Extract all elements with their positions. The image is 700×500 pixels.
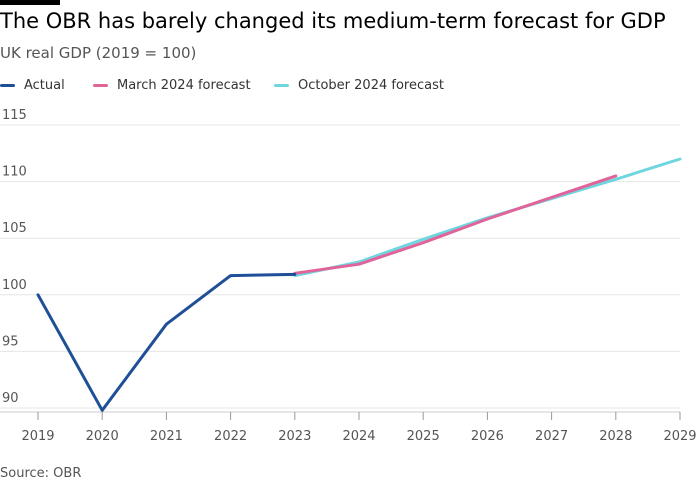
legend-swatch-october: [274, 84, 289, 87]
legend-swatch-actual: [0, 84, 15, 87]
x-tick-label: 2023: [278, 429, 311, 444]
legend-label-october: October 2024 forecast: [298, 78, 444, 93]
x-tick-label: 2022: [214, 429, 247, 444]
source-note: Source: OBR: [0, 466, 82, 481]
chart-title: The OBR has barely changed its medium-te…: [0, 9, 666, 33]
x-tick-label: 2024: [342, 429, 375, 444]
y-tick-label: 100: [2, 278, 27, 293]
y-tick-label: 105: [2, 221, 27, 236]
x-tick-label: 2027: [535, 429, 568, 444]
x-tick-label: 2020: [86, 429, 119, 444]
legend: Actual March 2024 forecast October 2024 …: [0, 78, 700, 98]
series-line-actual: [36, 272, 297, 412]
y-tick-label: 90: [2, 391, 19, 406]
y-tick-label: 95: [2, 334, 19, 349]
chart-subtitle: UK real GDP (2019 = 100): [0, 44, 197, 62]
brand-bar: [0, 0, 60, 5]
x-tick-label: 2029: [663, 429, 696, 444]
series-line-march: [293, 174, 618, 275]
x-tick-label: 2021: [150, 429, 183, 444]
legend-label-actual: Actual: [24, 78, 65, 93]
x-tick-label: 2025: [407, 429, 440, 444]
legend-item-actual: Actual: [0, 78, 65, 93]
y-tick-label: 115: [2, 108, 27, 123]
y-tick-label: 110: [2, 165, 27, 180]
series-line-october: [293, 157, 682, 278]
legend-item-march: March 2024 forecast: [93, 78, 251, 93]
x-tick-label: 2019: [21, 429, 54, 444]
x-tick-label: 2026: [471, 429, 504, 444]
x-tick-label: 2028: [599, 429, 632, 444]
legend-item-october: October 2024 forecast: [274, 78, 444, 93]
legend-label-march: March 2024 forecast: [117, 78, 251, 93]
legend-swatch-march: [93, 84, 108, 87]
